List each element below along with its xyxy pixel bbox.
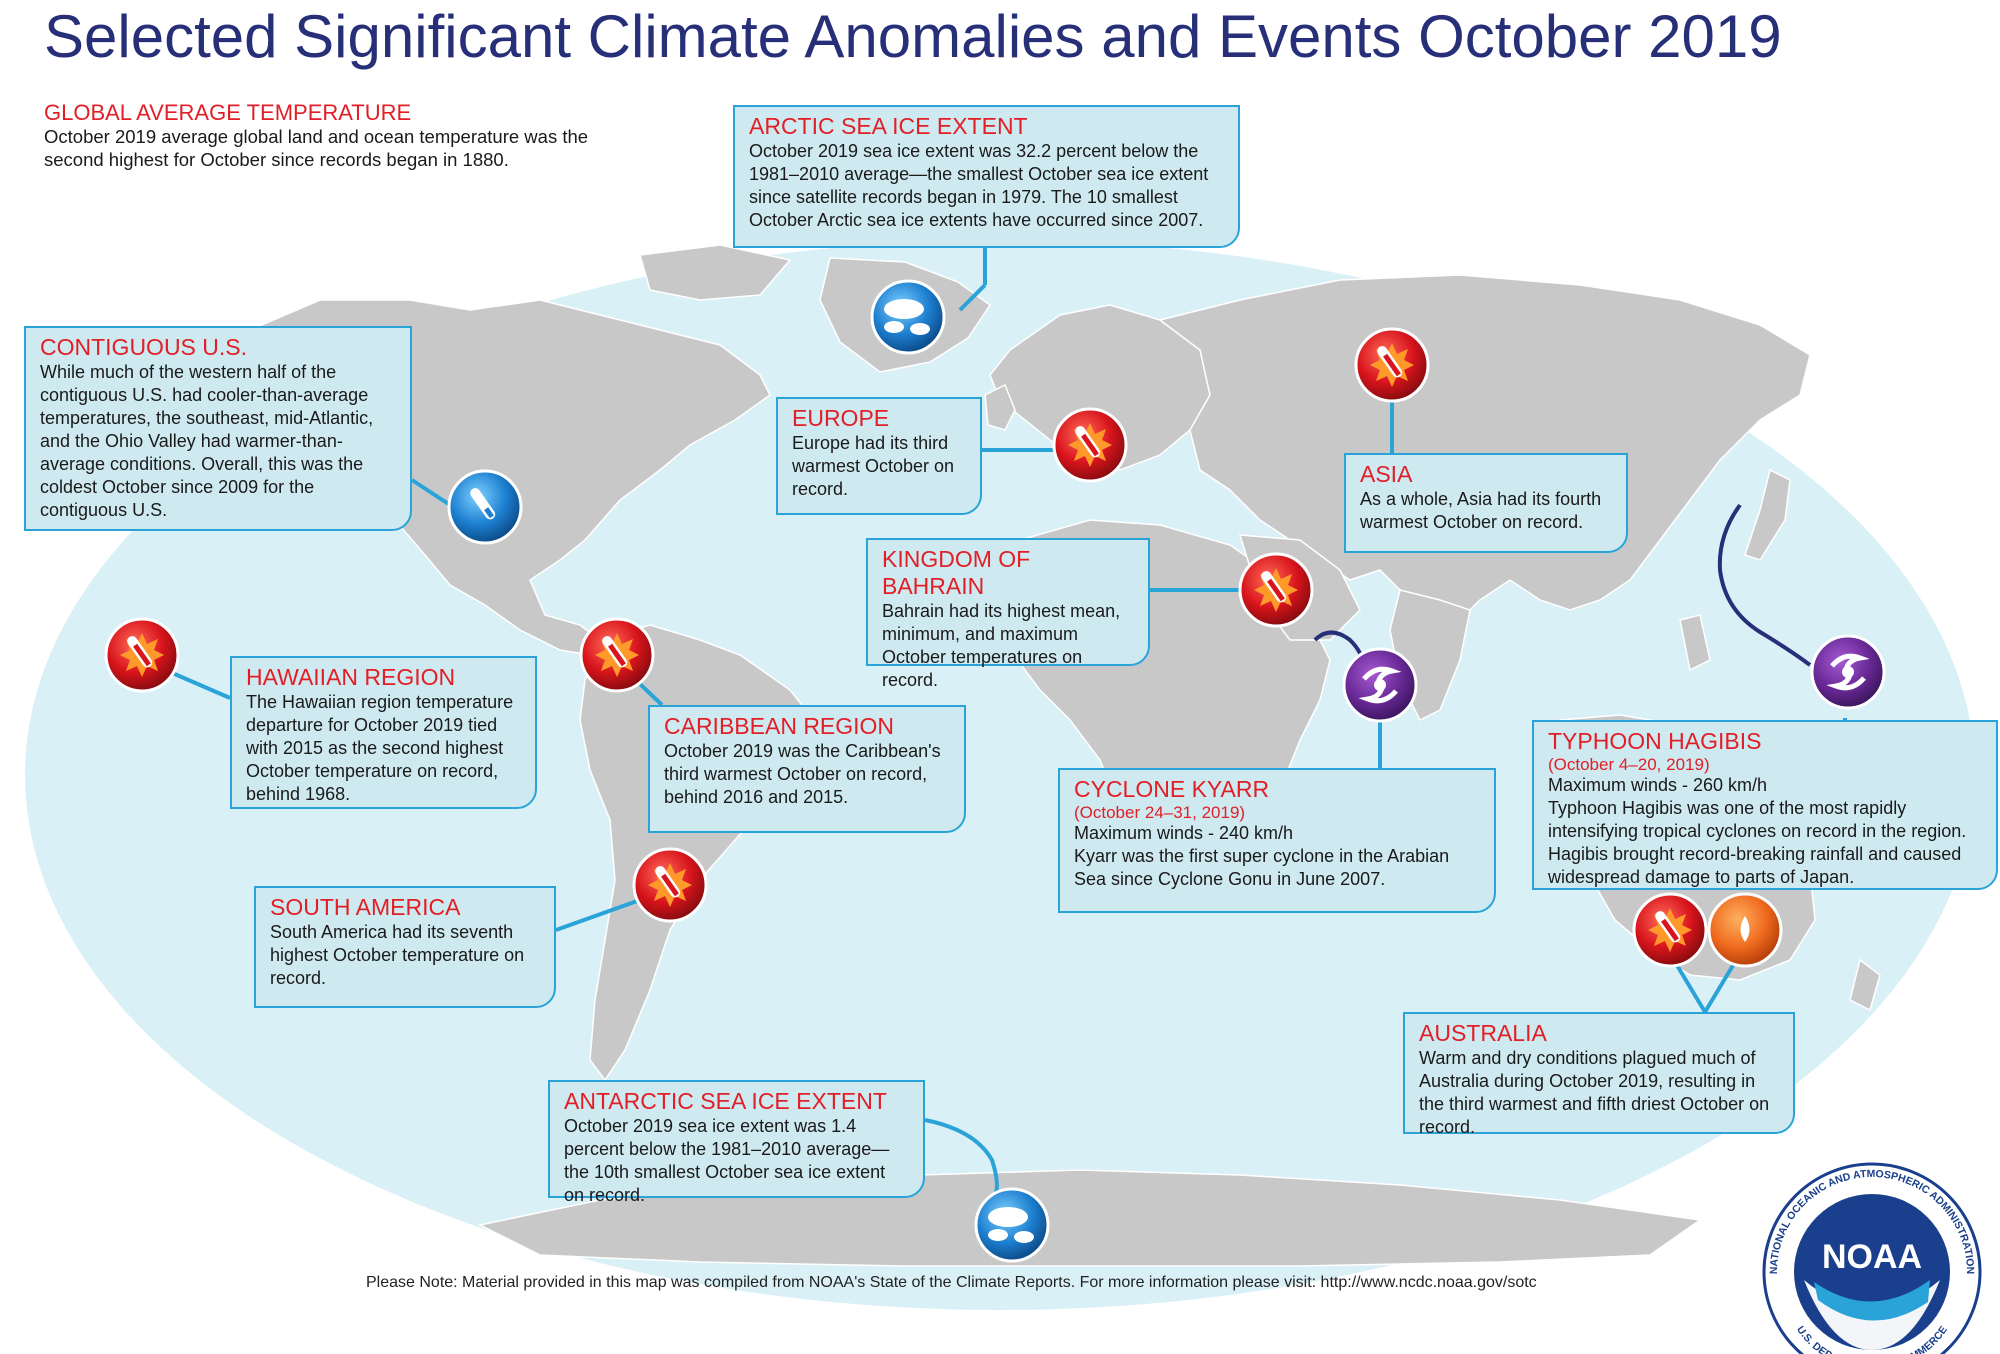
asia xyxy=(1158,274,1811,631)
thermometer-warm-icon xyxy=(632,847,708,923)
antarctic-heading: ANTARCTIC SEA ICE EXTENT xyxy=(564,1088,887,1114)
united-kingdom xyxy=(984,383,1016,431)
europe-heading: EUROPE xyxy=(792,405,890,431)
contiguous-us-text: While much of the western half of the co… xyxy=(40,362,374,520)
noaa-logo: NOAA NATIONAL OCEANIC AND ATMOSPHERIC AD… xyxy=(1762,1162,1982,1354)
global-heading: GLOBAL AVERAGE TEMPERATURE xyxy=(44,100,412,125)
europe-text: Europe had its third warmest October on … xyxy=(792,433,955,499)
hawaiian-box: HAWAIIAN REGION The Hawaiian region temp… xyxy=(230,656,537,809)
kyarr-text: Kyarr was the first super cyclone in the… xyxy=(1074,846,1450,889)
japan xyxy=(1744,468,1791,561)
antarctic-box: ANTARCTIC SEA ICE EXTENT October 2019 se… xyxy=(548,1080,925,1205)
bahrain-text: Bahrain had its highest mean, minimum, a… xyxy=(882,601,1121,690)
arctic-islands xyxy=(639,244,792,301)
asia-box: ASIA As a whole, Asia had its fourth war… xyxy=(1344,453,1628,553)
global-text: October 2019 average global land and oce… xyxy=(44,126,589,170)
caribbean-text: October 2019 was the Caribbean's third w… xyxy=(664,741,941,807)
cyclone-kyarr-box: CYCLONE KYARR (October 24–31, 2019) Maxi… xyxy=(1058,768,1496,913)
hawaiian-heading: HAWAIIAN REGION xyxy=(246,664,456,690)
south-america-text: South America had its seventh highest Oc… xyxy=(270,922,525,988)
caribbean-heading: CARIBBEAN REGION xyxy=(664,713,895,739)
noaa-wordmark: NOAA xyxy=(1822,1238,1922,1276)
contiguous-us-heading: CONTIGUOUS U.S. xyxy=(40,334,248,360)
asia-heading: ASIA xyxy=(1360,461,1413,487)
australia-heading: AUSTRALIA xyxy=(1419,1020,1547,1046)
page-title: Selected Significant Climate Anomalies a… xyxy=(44,3,1782,70)
south-america-box: SOUTH AMERICA South America had its seve… xyxy=(254,886,556,1008)
asia-text: As a whole, Asia had its fourth warmest … xyxy=(1360,489,1602,532)
sea-ice-icon xyxy=(870,279,946,355)
arctic-heading: ARCTIC SEA ICE EXTENT xyxy=(749,113,1028,139)
kyarr-dates: (October 24–31, 2019) xyxy=(1074,803,1246,822)
contiguous-us-box: CONTIGUOUS U.S. While much of the wester… xyxy=(24,326,412,531)
antarctic-text: October 2019 sea ice extent was 1.4 perc… xyxy=(564,1116,890,1205)
drought-icon xyxy=(1707,892,1783,968)
new-zealand xyxy=(1849,958,1881,1012)
hawaiian-text: The Hawaiian region temperature departur… xyxy=(246,692,514,804)
footnote: Please Note: Material provided in this m… xyxy=(366,1274,1537,1291)
sea-ice-icon xyxy=(974,1187,1050,1263)
cyclone-icon xyxy=(1342,647,1418,723)
hagibis-text: Typhoon Hagibis was one of the most rapi… xyxy=(1548,798,1967,887)
arctic-text: October 2019 sea ice extent was 32.2 per… xyxy=(749,141,1209,230)
kyarr-heading: CYCLONE KYARR xyxy=(1074,776,1270,802)
thermometer-warm-icon xyxy=(104,617,180,693)
kyarr-winds: Maximum winds - 240 km/h xyxy=(1074,823,1294,843)
thermometer-cold-icon xyxy=(447,469,523,545)
south-america-heading: SOUTH AMERICA xyxy=(270,894,461,920)
bahrain-heading: KINGDOM OF BAHRAIN xyxy=(882,546,1031,599)
connector-lines xyxy=(169,248,1847,1196)
bahrain-box: KINGDOM OF BAHRAIN Bahrain had its highe… xyxy=(866,538,1150,690)
hagibis-track xyxy=(1717,503,1812,667)
typhoon-hagibis-box: TYPHOON HAGIBIS (October 4–20, 2019) Max… xyxy=(1532,720,1998,890)
thermometer-warm-icon xyxy=(579,617,655,693)
arctic-box: ARCTIC SEA ICE EXTENT October 2019 sea i… xyxy=(733,105,1240,248)
australia-box: AUSTRALIA Warm and dry conditions plague… xyxy=(1403,1012,1795,1137)
thermometer-warm-icon xyxy=(1238,552,1314,628)
thermometer-warm-icon xyxy=(1052,407,1128,483)
philippines xyxy=(1679,614,1711,672)
caribbean-box: CARIBBEAN REGION October 2019 was the Ca… xyxy=(648,705,966,833)
hagibis-heading: TYPHOON HAGIBIS xyxy=(1548,728,1762,754)
cyclone-icon xyxy=(1810,634,1886,710)
australia-text: Warm and dry conditions plagued much of … xyxy=(1419,1048,1770,1137)
thermometer-warm-icon xyxy=(1632,892,1708,968)
hagibis-dates: (October 4–20, 2019) xyxy=(1548,755,1710,774)
europe-box: EUROPE Europe had its third warmest Octo… xyxy=(776,397,982,515)
thermometer-warm-icon xyxy=(1354,327,1430,403)
hagibis-winds: Maximum winds - 260 km/h xyxy=(1548,775,1768,795)
